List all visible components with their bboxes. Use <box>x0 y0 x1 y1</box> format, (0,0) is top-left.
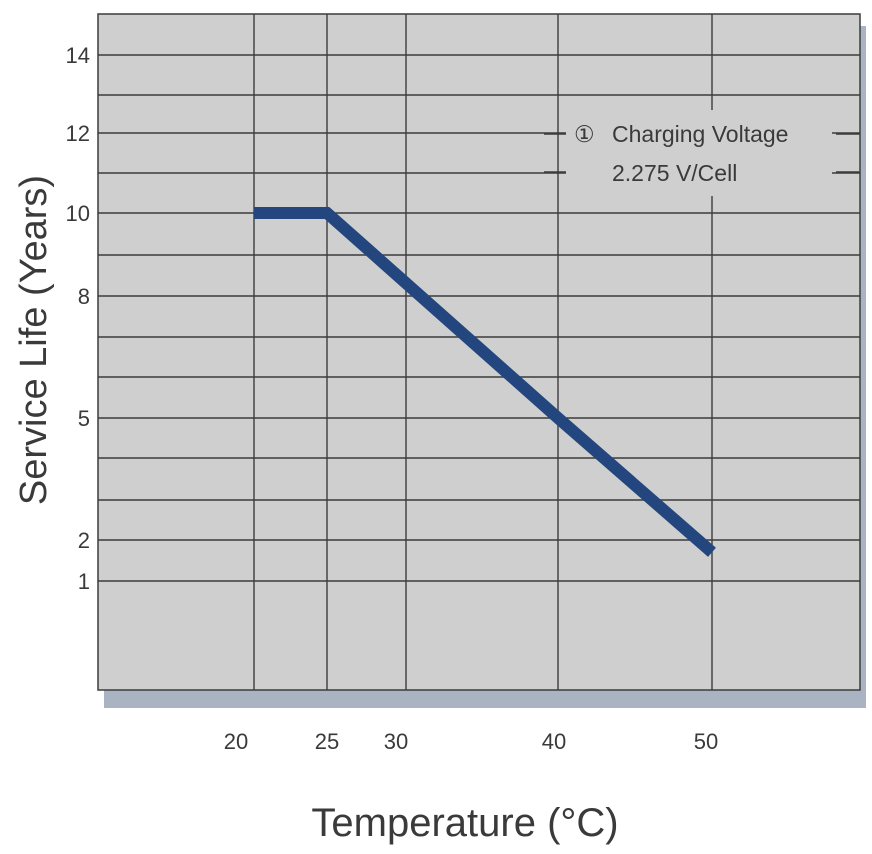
series <box>254 207 716 557</box>
x-tick-label: 25 <box>315 729 339 754</box>
y-tick-label: 1 <box>78 569 90 594</box>
annotation-marker: ① <box>574 121 595 147</box>
series-line <box>254 207 716 557</box>
y-tick-label: 5 <box>78 406 90 431</box>
y-tick-label: 14 <box>66 43 90 68</box>
annotation-line-2: 2.275 V/Cell <box>612 160 737 186</box>
annotation: ① Charging Voltage 2.275 V/Cell <box>544 110 860 196</box>
x-tick-label: 20 <box>224 729 248 754</box>
x-tick-labels: 20 25 30 40 50 <box>224 729 718 754</box>
x-tick-label: 50 <box>694 729 718 754</box>
y-tick-label: 10 <box>66 201 90 226</box>
x-tick-label: 40 <box>542 729 566 754</box>
y-axis-title: Service Life (Years) <box>13 175 55 505</box>
y-tick-label: 8 <box>78 284 90 309</box>
annotation-line-1: Charging Voltage <box>612 121 788 147</box>
annotation-background <box>566 110 832 196</box>
x-axis-title: Temperature (°C) <box>311 801 618 845</box>
x-tick-label: 30 <box>384 729 408 754</box>
y-tick-label: 2 <box>78 528 90 553</box>
y-tick-label: 12 <box>66 121 90 146</box>
